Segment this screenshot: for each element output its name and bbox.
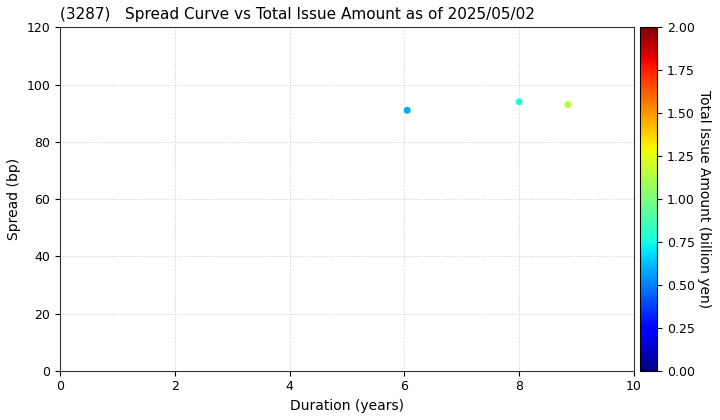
Point <box>562 101 574 108</box>
X-axis label: Duration (years): Duration (years) <box>290 399 404 413</box>
Y-axis label: Spread (bp): Spread (bp) <box>7 158 21 240</box>
Point <box>402 107 413 114</box>
Text: (3287)   Spread Curve vs Total Issue Amount as of 2025/05/02: (3287) Spread Curve vs Total Issue Amoun… <box>60 7 535 22</box>
Y-axis label: Total Issue Amount (billion yen): Total Issue Amount (billion yen) <box>698 90 711 308</box>
Point <box>513 98 525 105</box>
